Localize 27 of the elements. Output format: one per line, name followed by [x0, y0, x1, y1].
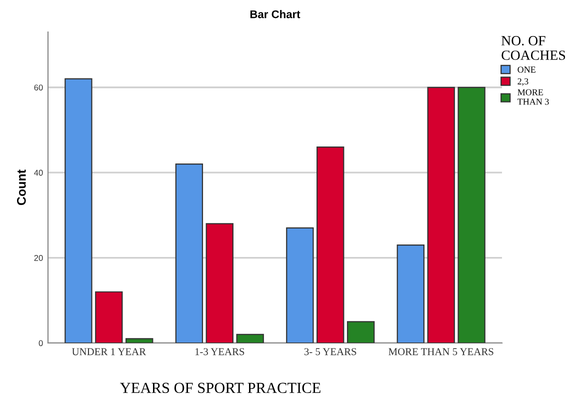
bar — [64, 78, 92, 343]
legend-label: ONE — [518, 66, 536, 73]
x-axis-title: YEARS OF SPORT PRACTICE — [120, 382, 320, 394]
bar — [316, 146, 344, 343]
legend-label: MORE THAN 3 — [517, 89, 549, 105]
bar — [206, 223, 234, 343]
bar — [95, 291, 123, 343]
bar — [458, 86, 486, 343]
bar — [427, 86, 455, 343]
legend-label: 2,3 — [518, 78, 528, 86]
x-tick-label: MORE THAN 5 YEARS — [388, 348, 494, 356]
y-tick-label: 40 — [34, 170, 43, 176]
bar — [236, 334, 264, 343]
y-tick-label: 0 — [38, 340, 43, 346]
x-tick-label: 1-3 YEARS — [195, 348, 244, 356]
x-tick-label: 3- 5 YEARS — [304, 348, 356, 356]
chart-title: Bar Chart — [250, 10, 300, 18]
bar — [346, 321, 375, 343]
y-axis-title: Count — [16, 170, 26, 206]
y-tick-label: 20 — [34, 254, 43, 261]
legend-title: NO. OF COACHES — [501, 36, 566, 60]
x-tick-label: UNDER 1 YEAR — [72, 348, 146, 356]
bar — [286, 227, 314, 343]
bar — [126, 338, 154, 343]
bar — [396, 244, 424, 343]
bar — [175, 164, 204, 343]
y-tick-label: 60 — [34, 84, 43, 90]
